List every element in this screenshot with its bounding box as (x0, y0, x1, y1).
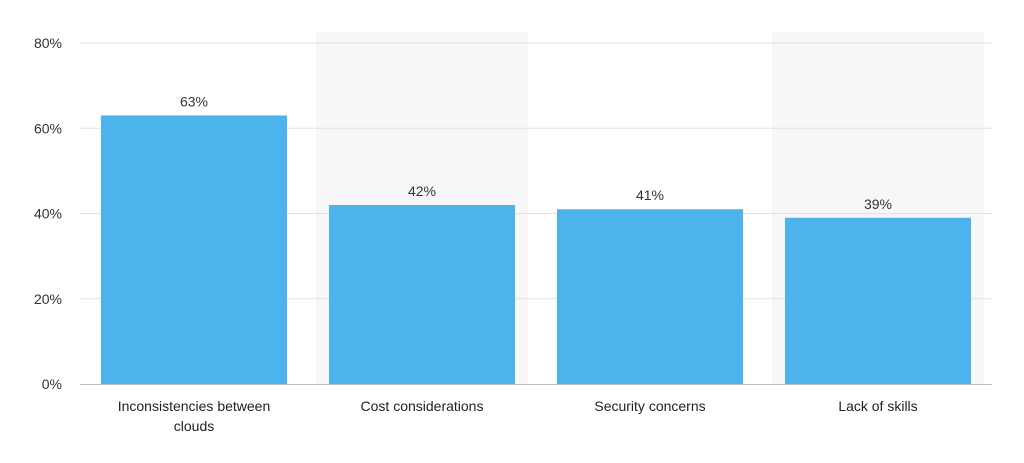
bar (329, 204, 515, 384)
bar (557, 209, 743, 384)
y-tick-label: 20% (34, 291, 62, 307)
data-labels-group: 63% 42% 41% 39% (180, 93, 892, 211)
category-labels-group: Inconsistencies between clouds Cost consid… (118, 398, 918, 434)
data-label: 39% (864, 196, 892, 212)
data-label: 41% (636, 187, 664, 203)
category-label: Inconsistencies between (118, 398, 271, 414)
y-tick-label: 0% (42, 376, 62, 392)
category-label: Security concerns (594, 398, 705, 414)
y-axis-ticks: 0% 20% 40% 60% 80% (34, 35, 62, 392)
category-label: Cost considerations (361, 398, 484, 414)
category-label: Lack of skills (838, 398, 917, 414)
data-label: 63% (180, 93, 208, 109)
bar (785, 217, 971, 384)
y-tick-label: 80% (34, 35, 62, 51)
bar (101, 115, 287, 385)
category-label: clouds (174, 418, 214, 434)
y-tick-label: 40% (34, 206, 62, 222)
data-label: 42% (408, 183, 436, 199)
y-tick-label: 60% (34, 120, 62, 136)
bars-group (101, 115, 971, 385)
